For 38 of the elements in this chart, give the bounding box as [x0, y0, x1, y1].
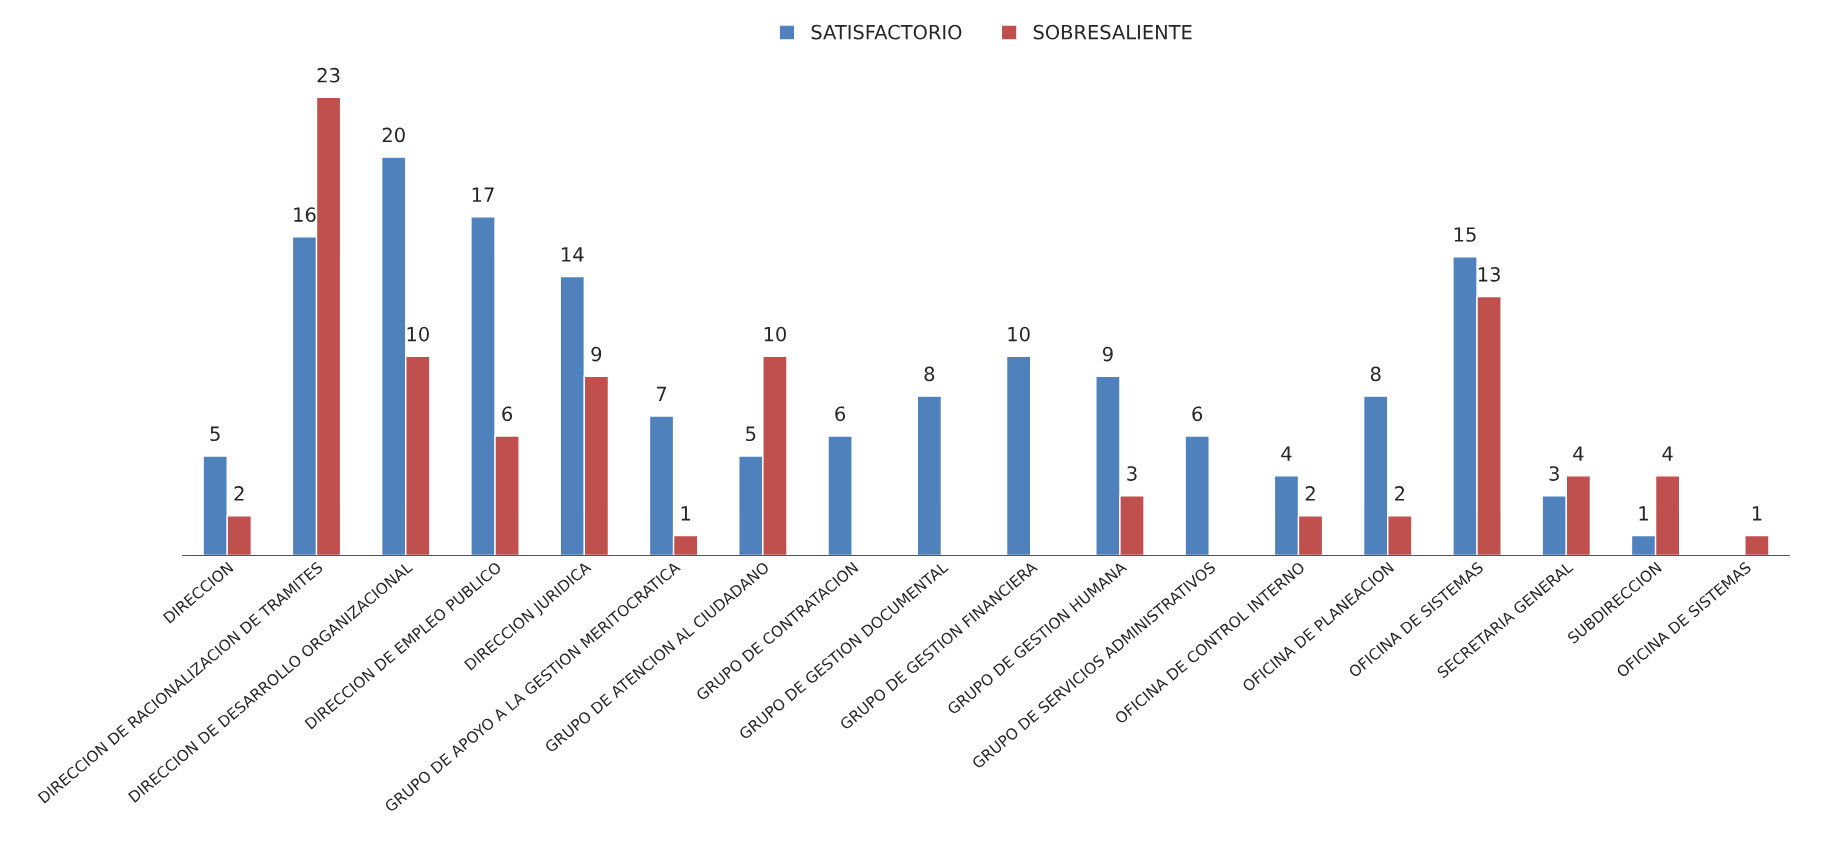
- data-label: 10: [407, 326, 429, 342]
- data-label: 8: [924, 366, 935, 382]
- data-label: 4: [1573, 446, 1584, 461]
- data-label: 6: [1192, 406, 1203, 422]
- bar: [1184, 435, 1210, 556]
- legend-label: SATISFACTORIO: [811, 24, 962, 40]
- data-label: 13: [1478, 267, 1500, 282]
- legend-label: SOBRESALIENTE: [1033, 24, 1192, 40]
- data-label: 4: [1662, 446, 1673, 461]
- data-label: 6: [502, 406, 513, 422]
- data-label: 9: [1102, 346, 1113, 362]
- data-label: 16: [294, 207, 316, 222]
- data-label: 2: [1395, 486, 1405, 501]
- bar: [916, 395, 943, 556]
- data-label: 17: [472, 187, 494, 202]
- bar: [827, 435, 853, 556]
- data-label: 6: [835, 406, 846, 422]
- data-label: 2: [1305, 486, 1315, 501]
- data-label: 3: [1549, 466, 1559, 481]
- data-label: 5: [746, 426, 756, 442]
- data-label: 10: [764, 326, 786, 342]
- data-label: 7: [656, 386, 667, 401]
- data-label: 23: [317, 67, 340, 83]
- bar: [1005, 355, 1032, 556]
- data-label: 1: [681, 506, 691, 521]
- data-label: 8: [1370, 366, 1381, 382]
- data-label: 15: [1454, 227, 1476, 242]
- data-label: 1: [1639, 506, 1648, 521]
- data-label: 4: [1281, 446, 1292, 461]
- data-label: 1: [1752, 506, 1762, 521]
- data-label: 20: [382, 127, 405, 143]
- bar: [1744, 534, 1770, 556]
- data-label: 5: [210, 426, 220, 442]
- data-label: 10: [1008, 326, 1030, 342]
- data-label: 9: [591, 346, 602, 362]
- data-label: 2: [234, 486, 244, 501]
- data-label: 3: [1127, 466, 1137, 481]
- data-label: 14: [562, 247, 584, 262]
